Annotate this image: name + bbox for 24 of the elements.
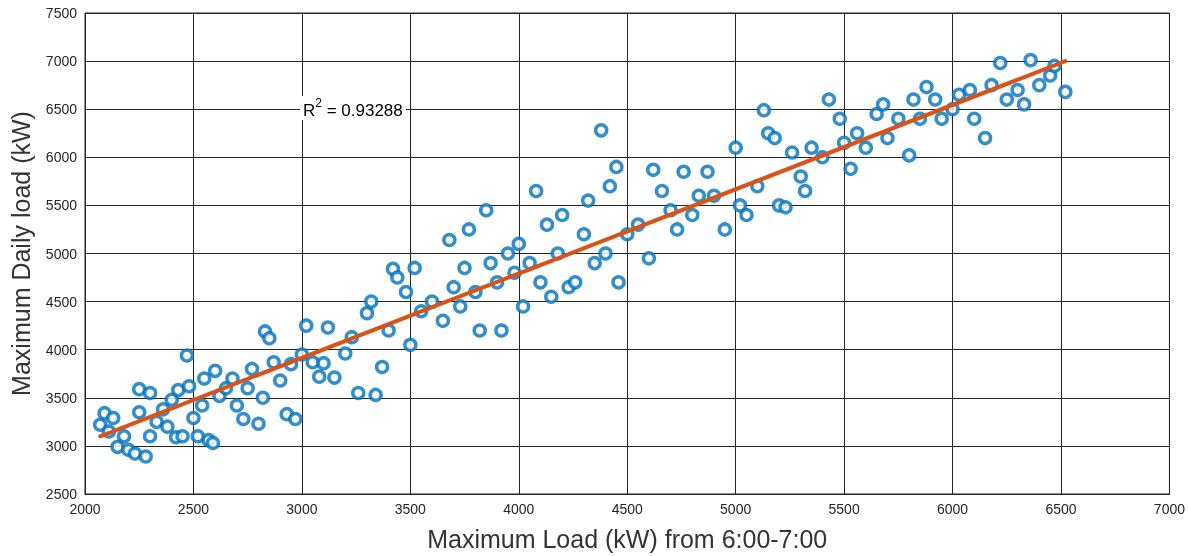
x-tick-label: 2500	[177, 501, 210, 517]
y-tick-label: 2500	[45, 486, 78, 502]
x-tick-label: 4500	[611, 501, 643, 517]
x-tick-label: 6500	[1045, 501, 1077, 517]
y-tick-label: 3000	[45, 437, 78, 454]
y-tick-label: 4000	[45, 341, 78, 358]
x-tick-label: 3000	[286, 501, 318, 517]
y-tick-label: 4500	[45, 293, 78, 310]
y-tick-label: 5500	[45, 197, 78, 214]
x-tick-label: 6000	[936, 501, 969, 517]
x-tick-label: 2000	[69, 501, 101, 517]
x-tick-label: 5500	[828, 501, 860, 517]
x-tick-label: 4000	[503, 501, 535, 517]
x-tick-label: 3500	[394, 501, 427, 517]
x-tick-label: 7000	[1153, 501, 1186, 517]
y-tick-label: 6500	[45, 101, 78, 118]
x-axis-title: Maximum Load (kW) from 6:00-7:00	[427, 524, 828, 553]
y-tick-label: 3500	[45, 389, 78, 406]
y-tick-label: 6000	[45, 149, 78, 166]
y-tick-label: 7000	[45, 53, 78, 70]
y-axis-title: Maximum Daily load (kW)	[6, 111, 35, 396]
y-tick-label: 7500	[45, 5, 78, 21]
x-tick-label: 5000	[720, 501, 752, 517]
y-tick-label: 5000	[45, 245, 78, 262]
